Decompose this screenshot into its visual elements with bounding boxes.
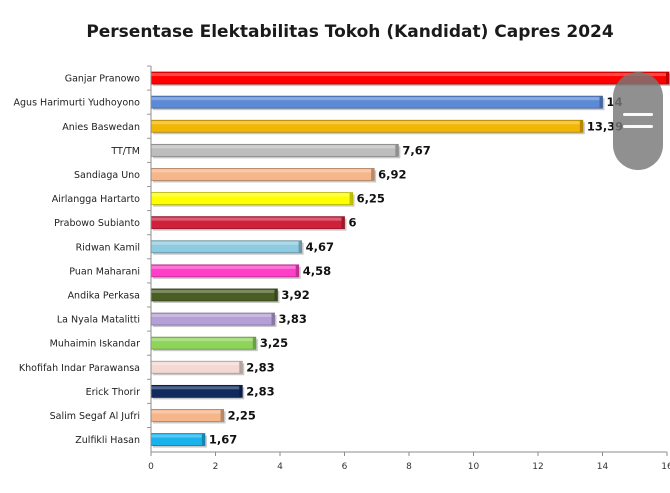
- bar-highlight: [151, 265, 297, 269]
- bar-end-cap: [239, 361, 243, 374]
- x-tick-label: 6: [342, 462, 348, 472]
- bar-highlight: [151, 314, 273, 318]
- bar-end-cap: [271, 313, 275, 326]
- value-label: 4,67: [306, 240, 334, 254]
- bar-highlight: [151, 73, 667, 77]
- bar-end-cap: [295, 264, 299, 277]
- bar-highlight: [151, 386, 241, 390]
- menu-line-top-icon: [623, 113, 653, 116]
- bar-end-cap: [298, 240, 302, 253]
- bar-highlight: [151, 434, 203, 438]
- bar-highlight: [151, 169, 373, 173]
- value-label: 3,92: [281, 288, 309, 302]
- bar-highlight: [151, 193, 351, 197]
- category-label: Sandiaga Uno: [74, 170, 140, 181]
- value-label: 6: [349, 216, 357, 230]
- bar-highlight: [151, 289, 276, 293]
- category-label: Puan Maharani: [69, 266, 140, 277]
- x-tick-label: 8: [406, 462, 412, 472]
- value-label: 6,25: [357, 192, 385, 206]
- category-label: Airlangga Hartarto: [52, 194, 140, 205]
- category-label: TT/TM: [110, 146, 140, 157]
- value-label: 2,25: [228, 408, 256, 422]
- bar-end-cap: [395, 144, 399, 157]
- value-label: 2,83: [246, 360, 274, 374]
- category-label: Zulfikli Hasan: [75, 435, 140, 446]
- bar-end-cap: [274, 288, 278, 301]
- bar-highlight: [151, 338, 254, 342]
- bar-end-cap: [201, 433, 205, 446]
- x-tick-label: 12: [532, 462, 543, 472]
- bar-end-cap: [666, 72, 669, 85]
- category-label: Prabowo Subianto: [54, 218, 140, 229]
- value-label: 7,67: [402, 143, 430, 157]
- category-label: Muhaimin Iskandar: [50, 339, 140, 350]
- category-label: Ridwan Kamil: [76, 242, 140, 253]
- bar-end-cap: [239, 385, 243, 398]
- chart-title: Persentase Elektabilitas Tokoh (Kandidat…: [86, 22, 614, 42]
- bar-highlight: [151, 121, 581, 125]
- bar-highlight: [151, 241, 300, 245]
- category-label: Khofifah Indar Parawansa: [19, 363, 140, 374]
- bar-end-cap: [599, 96, 603, 109]
- x-tick-label: 0: [148, 462, 154, 472]
- bar-highlight: [151, 362, 241, 366]
- value-label: 2,83: [246, 384, 274, 398]
- menu-line-bottom-icon: [623, 125, 653, 128]
- category-label: Agus Harimurti Yudhoyono: [14, 98, 141, 109]
- bar-end-cap: [349, 192, 353, 205]
- bar-end-cap: [371, 168, 375, 181]
- value-label: 3,25: [260, 336, 288, 350]
- value-label: 6,92: [378, 167, 406, 181]
- bar-end-cap: [579, 120, 583, 133]
- x-tick-label: 16: [661, 462, 670, 472]
- category-label: Anies Baswedan: [62, 122, 140, 133]
- category-label: Erick Thorir: [86, 387, 140, 398]
- bar-highlight: [151, 145, 397, 149]
- bar-highlight: [151, 217, 343, 221]
- bar-highlight: [151, 410, 222, 414]
- x-tick-label: 2: [213, 462, 219, 472]
- scroll-handle[interactable]: [613, 72, 663, 170]
- bar-end-cap: [341, 216, 345, 229]
- category-label: Andika Perkasa: [68, 290, 140, 301]
- bar-end-cap: [252, 337, 256, 350]
- value-label: 3,83: [279, 312, 307, 326]
- x-tick-label: 4: [277, 462, 283, 472]
- category-label: Ganjar Pranowo: [65, 74, 140, 85]
- bar-end-cap: [220, 409, 224, 422]
- category-label: Salim Segaf Al Jufri: [50, 411, 140, 422]
- bar-highlight: [151, 97, 601, 101]
- x-tick-label: 14: [597, 462, 609, 472]
- value-label: 4,58: [303, 264, 331, 278]
- category-label: La Nyala Matalitti: [57, 315, 140, 326]
- value-label: 1,67: [209, 433, 237, 447]
- x-tick-label: 10: [468, 462, 480, 472]
